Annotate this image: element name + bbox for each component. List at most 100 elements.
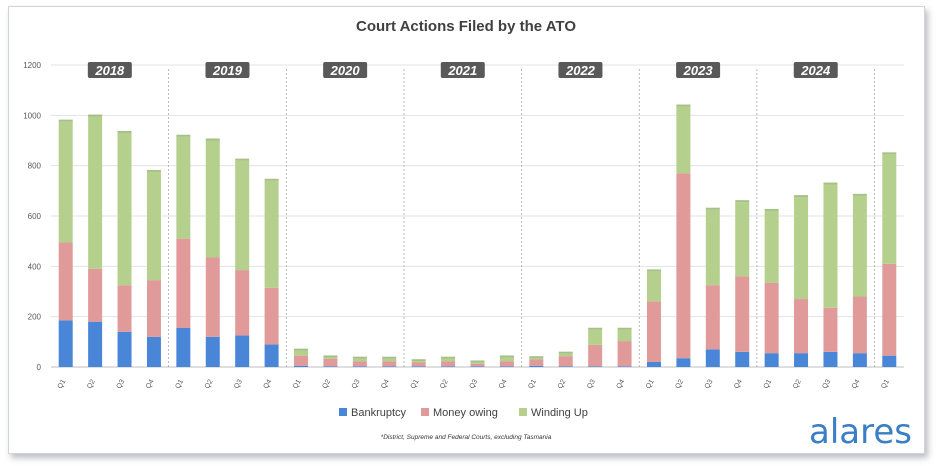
bar-segment-winding-up <box>794 197 809 300</box>
x-axis: Q1 Q2 Q3 Q4 Q1 Q2 Q3 Q4 Q1 Q2 Q3 Q4 Q1 Q2 Q3 Q4 Q1 Q2 Q3 Q4… <box>57 378 891 390</box>
bar-segment-bankruptcy <box>323 366 338 367</box>
bar-top-edge <box>823 182 838 185</box>
bar-top-edge <box>558 351 573 354</box>
bar-segment-money-owing <box>294 355 309 366</box>
x-tick-label: Q4 <box>851 378 862 390</box>
x-tick-label: Q4 <box>380 378 391 390</box>
bars-layer <box>58 104 897 367</box>
bar-segment-winding-up <box>117 132 132 286</box>
bar-segment-bankruptcy <box>176 327 191 367</box>
x-tick-label: Q1 <box>410 378 421 390</box>
bar-top-edge <box>382 356 397 359</box>
bar-segment-winding-up <box>205 140 220 258</box>
bar-segment-money-owing <box>352 361 367 367</box>
x-tick-label: Q2 <box>674 378 685 390</box>
year-badge <box>205 62 250 78</box>
year-label: 2021 <box>447 63 477 78</box>
legend-label: Money owing <box>433 407 498 419</box>
bar-segment-winding-up <box>470 362 485 364</box>
bar-segment-winding-up <box>617 329 632 342</box>
bar-segment-winding-up <box>646 271 661 302</box>
chart-frame: Court Actions Filed by the ATO 0 200 400 60… <box>8 6 925 454</box>
bar-top-edge <box>617 327 632 330</box>
bar-segment-winding-up <box>382 358 397 362</box>
year-label: 2020 <box>330 63 361 78</box>
bar-segment-bankruptcy <box>823 351 838 367</box>
bar-top-edge <box>146 169 161 172</box>
bar-segment-winding-up <box>676 106 691 174</box>
year-labels: 2018 2019 2020 2021 2022 2023 2024 <box>87 62 838 78</box>
bar-segment-money-owing <box>470 363 485 367</box>
y-tick-label: 600 <box>28 212 42 221</box>
bar-top-edge <box>88 114 103 117</box>
bar-segment-money-owing <box>558 356 573 367</box>
bar-segment-money-owing <box>499 361 514 367</box>
y-tick-label: 400 <box>28 262 42 271</box>
bar-segment-bankruptcy <box>764 353 779 367</box>
year-badge <box>793 62 838 78</box>
bar-segment-bankruptcy <box>588 366 603 367</box>
bar-segment-money-owing <box>794 299 809 354</box>
bar-segment-winding-up <box>146 171 161 281</box>
bar-segment-money-owing <box>823 307 838 352</box>
bar-segment-money-owing <box>88 268 103 322</box>
x-tick-label: Q2 <box>321 378 332 390</box>
legend: Bankruptcy Money owing Winding Up <box>339 407 588 419</box>
bar-top-edge <box>735 200 750 203</box>
bar-segment-money-owing <box>764 282 779 354</box>
bar-segment-bankruptcy <box>441 366 456 367</box>
bar-segment-bankruptcy <box>617 366 632 367</box>
x-tick-label: Q2 <box>86 378 97 390</box>
bar-segment-money-owing <box>58 242 73 321</box>
bar-segment-money-owing <box>441 361 456 367</box>
bar-segment-winding-up <box>588 329 603 345</box>
bar-segment-bankruptcy <box>735 351 750 367</box>
bar-segment-winding-up <box>294 350 309 356</box>
x-tick-label: Q1 <box>763 378 774 390</box>
bar-segment-bankruptcy <box>382 366 397 367</box>
bar-top-edge <box>794 195 809 198</box>
year-badge <box>87 62 132 78</box>
chart-title: Court Actions Filed by the ATO <box>356 18 576 35</box>
bar-segment-money-owing <box>676 173 691 359</box>
year-label: 2024 <box>800 63 831 78</box>
year-badge <box>676 62 721 78</box>
bar-top-edge <box>588 327 603 330</box>
bar-segment-winding-up <box>323 357 338 359</box>
bar-segment-winding-up <box>441 358 456 362</box>
bar-segment-bankruptcy <box>882 355 897 367</box>
bar-segment-winding-up <box>735 202 750 277</box>
bar-top-edge <box>470 360 485 363</box>
legend-swatch <box>421 408 429 416</box>
x-tick-label: Q4 <box>498 378 509 390</box>
bar-top-edge <box>411 359 426 362</box>
bar-segment-money-owing <box>646 301 661 362</box>
bar-segment-bankruptcy <box>499 366 514 367</box>
bar-segment-winding-up <box>176 136 191 239</box>
bar-segment-money-owing <box>382 361 397 367</box>
bar-segment-bankruptcy <box>852 353 867 367</box>
bar-top-edge <box>764 208 779 211</box>
x-tick-label: Q3 <box>704 378 715 390</box>
bar-segment-bankruptcy <box>117 331 132 367</box>
x-tick-label: Q2 <box>439 378 450 390</box>
bar-segment-bankruptcy <box>146 336 161 367</box>
year-label: 2018 <box>94 63 125 78</box>
bar-segment-money-owing <box>882 263 897 356</box>
bar-segment-winding-up <box>499 357 514 362</box>
bar-segment-bankruptcy <box>676 358 691 367</box>
x-tick-label: Q2 <box>557 378 568 390</box>
x-tick-label: Q4 <box>145 378 156 390</box>
bar-top-edge <box>705 207 720 210</box>
bar-segment-bankruptcy <box>88 321 103 367</box>
bar-segment-winding-up <box>558 353 573 357</box>
bar-segment-bankruptcy <box>411 366 426 367</box>
bar-top-edge <box>176 134 191 137</box>
bar-segment-money-owing <box>235 270 250 336</box>
bar-segment-bankruptcy <box>646 361 661 367</box>
grid-layer <box>51 64 904 368</box>
legend-label: Winding Up <box>531 407 588 419</box>
bar-segment-winding-up <box>235 160 250 271</box>
footnote: *District, Supreme and Federal Courts, e… <box>381 434 552 441</box>
bar-segment-money-owing <box>617 341 632 367</box>
